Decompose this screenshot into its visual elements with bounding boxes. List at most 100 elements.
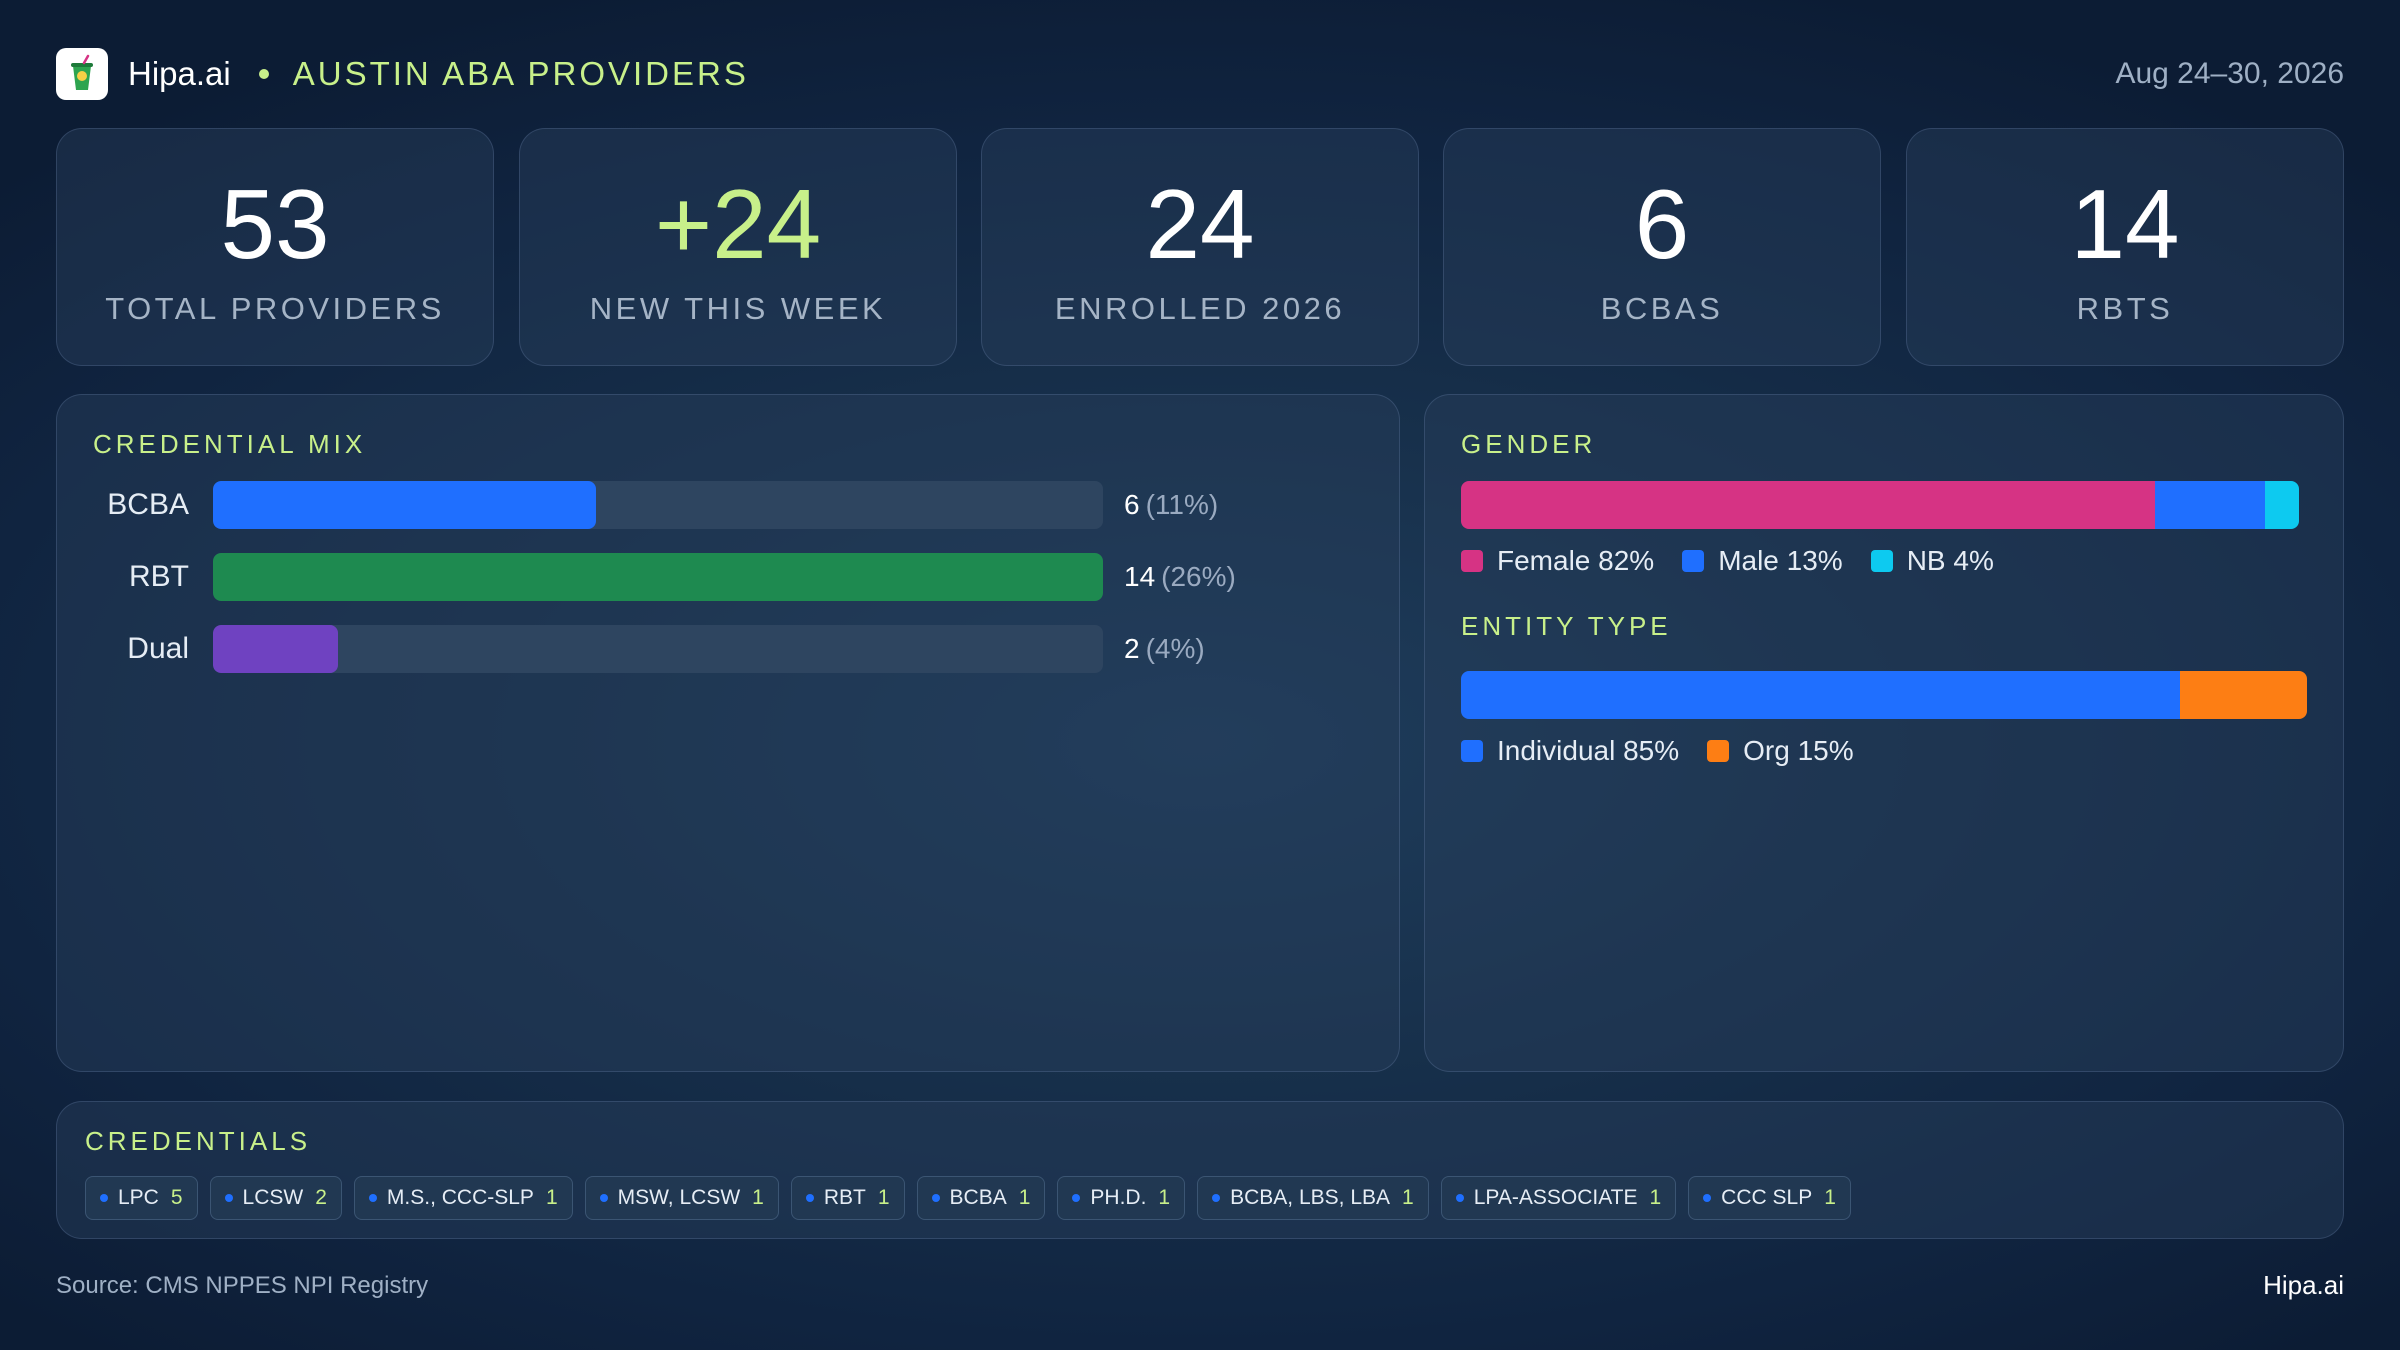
chip-label: BCBA (949, 1186, 1007, 1209)
legend-swatch (1870, 550, 1893, 572)
credential-chip: RBT 1 (790, 1176, 905, 1220)
header: Hipa.ai AUSTIN ABA PROVIDERS Aug 24–30, … (56, 48, 2344, 100)
chip-label: MSW, LCSW (617, 1186, 741, 1209)
credential-chip: LPA-ASSOCIATE 1 (1440, 1176, 1677, 1220)
legend-swatch (1707, 740, 1730, 762)
chip-dot (805, 1194, 814, 1202)
bar-track (213, 481, 1103, 529)
legend-swatch (1682, 550, 1705, 572)
chip-count: 1 (1649, 1186, 1662, 1209)
chip-label: PH.D. (1090, 1186, 1147, 1209)
stack-segment (2265, 481, 2299, 529)
bar-track (213, 625, 1103, 673)
stat-label: NEW THIS WEEK (589, 291, 887, 326)
credential-chip: MSW, LCSW 1 (584, 1176, 779, 1220)
chip-label: LPC (118, 1186, 159, 1209)
title-separator (258, 69, 269, 79)
stat-card-new-this-week: +24 NEW THIS WEEK (519, 128, 957, 366)
stack-segment (1461, 481, 2155, 529)
chip-dot (1072, 1194, 1081, 1202)
bar-row-bcba: BCBA 6 (11%) (57, 481, 1399, 529)
stat-card-rbts: 14 RBTS (1906, 128, 2344, 366)
credential-mix-title: CREDENTIAL MIX (93, 429, 367, 459)
stat-value: 24 (1145, 169, 1255, 279)
bar-fill (213, 553, 1103, 601)
source-note: Source: CMS NPPES NPI Registry (56, 1272, 429, 1299)
bar-row-dual: Dual 2 (4%) (57, 625, 1399, 673)
credential-chip: BCBA, LBS, LBA 1 (1197, 1176, 1429, 1220)
credential-chip: BCBA 1 (916, 1176, 1046, 1220)
chip-dot (1212, 1194, 1221, 1202)
stat-card-enrolled-2026: 24 ENROLLED 2026 (981, 128, 1419, 366)
bar-value: 6 (11%) (1124, 489, 1219, 520)
chip-dot (931, 1194, 940, 1202)
chip-dot (599, 1194, 608, 1202)
bar-label: BCBA (107, 488, 189, 521)
chip-label: BCBA, LBS, LBA (1230, 1186, 1391, 1209)
brand-name: Hipa.ai (128, 55, 231, 92)
footer-brand: Hipa.ai (2263, 1270, 2344, 1300)
credential-chip: M.S., CCC-SLP 1 (353, 1176, 573, 1220)
credential-chip: LPC 5 (85, 1176, 198, 1220)
credential-chip-list: LPC 5 LCSW 2 M.S., CCC-SLP 1 MSW, LCSW 1 RBT 1 BCB… (85, 1176, 1863, 1220)
chip-count: 5 (170, 1186, 183, 1209)
stat-label: TOTAL PROVIDERS (105, 291, 445, 326)
demographics-panel: GENDER Female 82% Male 13% NB 4% ENTITY … (1424, 394, 2344, 1072)
legend-item-individual: Individual 85% (1461, 735, 1679, 767)
chip-dot (100, 1194, 108, 1202)
stat-value: 14 (2070, 169, 2180, 279)
chip-count: 1 (1402, 1186, 1414, 1209)
chip-label: RBT (823, 1186, 866, 1209)
bar-fill (213, 625, 338, 673)
stat-label: ENROLLED 2026 (1054, 291, 1346, 326)
bar-track (213, 553, 1103, 601)
bar-label: Dual (127, 632, 189, 665)
chip-dot (224, 1194, 233, 1202)
stat-label: RBTS (2076, 291, 2174, 326)
bar-row-rbt: RBT 14 (26%) (57, 553, 1399, 601)
credential-chip: PH.D. 1 (1057, 1176, 1186, 1220)
entity-type-legend: Individual 85% Org 15% (1461, 735, 1882, 767)
legend-item-female: Female 82% (1461, 545, 1654, 577)
bar-value: 2 (4%) (1124, 633, 1205, 664)
stack-segment (2154, 481, 2266, 529)
stack-segment (2180, 671, 2307, 719)
chip-count: 1 (1824, 1186, 1836, 1209)
bar-fill (213, 481, 596, 529)
entity-type-title: ENTITY TYPE (1461, 611, 1672, 641)
legend-item-male: Male 13% (1682, 545, 1843, 577)
chip-count: 1 (1018, 1186, 1031, 1209)
chip-label: LPA-ASSOCIATE (1473, 1186, 1638, 1209)
page-title: AUSTIN ABA PROVIDERS (292, 55, 749, 92)
gender-title: GENDER (1461, 429, 1597, 459)
entity-type-stacked-bar (1461, 671, 2307, 719)
credentials-panel: CREDENTIALS LPC 5 LCSW 2 M.S., CCC-SLP 1 MSW, … (56, 1101, 2344, 1239)
chip-label: LCSW (242, 1186, 304, 1209)
chip-count: 1 (1158, 1186, 1171, 1209)
stat-card-total-providers: 53 TOTAL PROVIDERS (56, 128, 494, 366)
chip-count: 1 (877, 1186, 890, 1209)
chip-label: M.S., CCC-SLP (386, 1186, 534, 1209)
gender-legend: Female 82% Male 13% NB 4% (1461, 545, 2022, 577)
chip-count: 1 (752, 1186, 764, 1209)
legend-item-org: Org 15% (1707, 735, 1854, 767)
stat-value: 6 (1634, 169, 1690, 279)
bar-value: 14 (26%) (1124, 561, 1236, 592)
gender-stacked-bar (1461, 481, 2299, 529)
stat-value: +24 (654, 169, 822, 279)
credential-chip: CCC SLP 1 (1688, 1176, 1851, 1220)
chip-count: 1 (545, 1186, 558, 1209)
chip-label: CCC SLP (1721, 1186, 1813, 1209)
stack-segment (1461, 671, 2181, 719)
cup-icon (56, 48, 108, 100)
chip-count: 2 (315, 1186, 327, 1209)
credential-chip: LCSW 2 (209, 1176, 342, 1220)
legend-swatch (1461, 550, 1483, 572)
chip-dot (1455, 1194, 1464, 1202)
date-range: Aug 24–30, 2026 (2115, 57, 2344, 90)
legend-swatch (1461, 740, 1483, 762)
stat-value: 53 (220, 169, 330, 279)
stat-label: BCBAS (1600, 291, 1724, 326)
chip-dot (1703, 1194, 1712, 1202)
legend-item-nb: NB 4% (1870, 545, 1994, 577)
